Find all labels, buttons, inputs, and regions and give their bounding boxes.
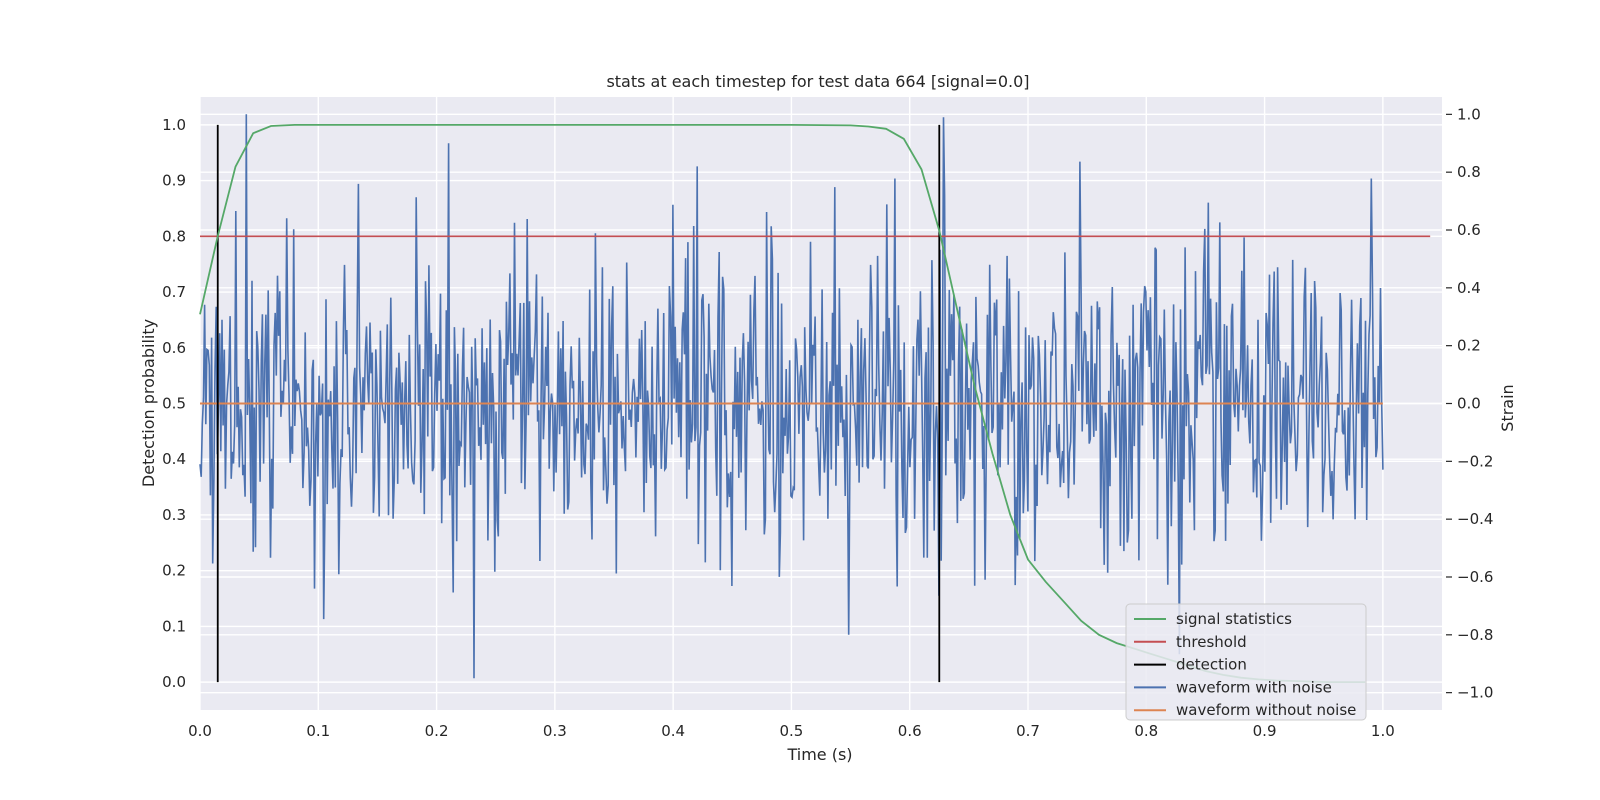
x-tick-label: 0.2 [425,722,449,740]
legend: signal statistics threshold detection wavef… [1125,603,1367,721]
y2-tick-label: 0.4 [1457,279,1481,297]
y2-tick-label: −0.6 [1457,568,1493,586]
y-tick-label: 0.8 [162,227,186,245]
x-tick-label: 0.6 [898,722,922,740]
y2-tick-label: −0.8 [1457,626,1493,644]
y-axis-title: Detection probability [139,319,158,487]
legend-label: waveform with noise [1176,678,1332,696]
chart-title: stats at each timestep for test data 664… [606,72,1029,91]
y2-tick-label: 0.8 [1457,163,1481,181]
y-tick-label: 0.4 [162,450,186,468]
legend-label: signal statistics [1176,610,1292,628]
x-tick-label: 0.5 [779,722,803,740]
y2-tick-label: 1.0 [1457,105,1481,123]
x-tick-label: 0.7 [1016,722,1040,740]
y-tick-label: 1.0 [162,116,186,134]
y-tick-label: 0.2 [162,562,186,580]
y-tick-label: 0.5 [162,395,186,413]
y-tick-label: 0.9 [162,172,186,190]
y-axis-right: −1.0 −0.8 −0.6 −0.4 −0.2 0.0 0.2 0.4 0.6 0.8 1.0 [1446,105,1493,702]
y-tick-label: 0.1 [162,617,186,635]
x-tick-label: 0.4 [661,722,685,740]
y2-tick-label: 0.2 [1457,337,1481,355]
y2-axis-title: Strain [1498,384,1517,431]
y-tick-label: 0.7 [162,283,186,301]
y2-tick-label: −1.0 [1457,684,1493,702]
x-tick-label: 0.3 [543,722,567,740]
y2-tick-label: −0.4 [1457,510,1493,528]
legend-label: threshold [1176,633,1247,651]
x-tick-label: 0.1 [306,722,330,740]
x-axis: 0.0 0.1 0.2 0.3 0.4 0.5 0.6 0.7 0.8 0.9 1.0 [188,722,1395,740]
y-tick-label: 0.6 [162,339,186,357]
x-tick-label: 0.0 [188,722,212,740]
x-axis-title: Time (s) [786,745,852,764]
x-tick-label: 0.9 [1253,722,1277,740]
legend-label: detection [1176,656,1247,674]
legend-label: waveform without noise [1176,701,1356,719]
x-tick-label: 0.8 [1134,722,1158,740]
y2-tick-label: −0.2 [1457,452,1493,470]
series-layer [199,114,1431,683]
x-tick-label: 1.0 [1371,722,1395,740]
series-waveform-with-noise [199,114,1384,679]
y-tick-label: 0.0 [162,673,186,691]
legend-box [1125,603,1367,721]
y-axis-left: 0.0 0.1 0.2 0.3 0.4 0.5 0.6 0.7 0.8 0.9 1.0 [162,116,186,691]
y2-tick-label: 0.0 [1457,395,1481,413]
y-tick-label: 0.3 [162,506,186,524]
y2-tick-label: 0.6 [1457,221,1481,239]
